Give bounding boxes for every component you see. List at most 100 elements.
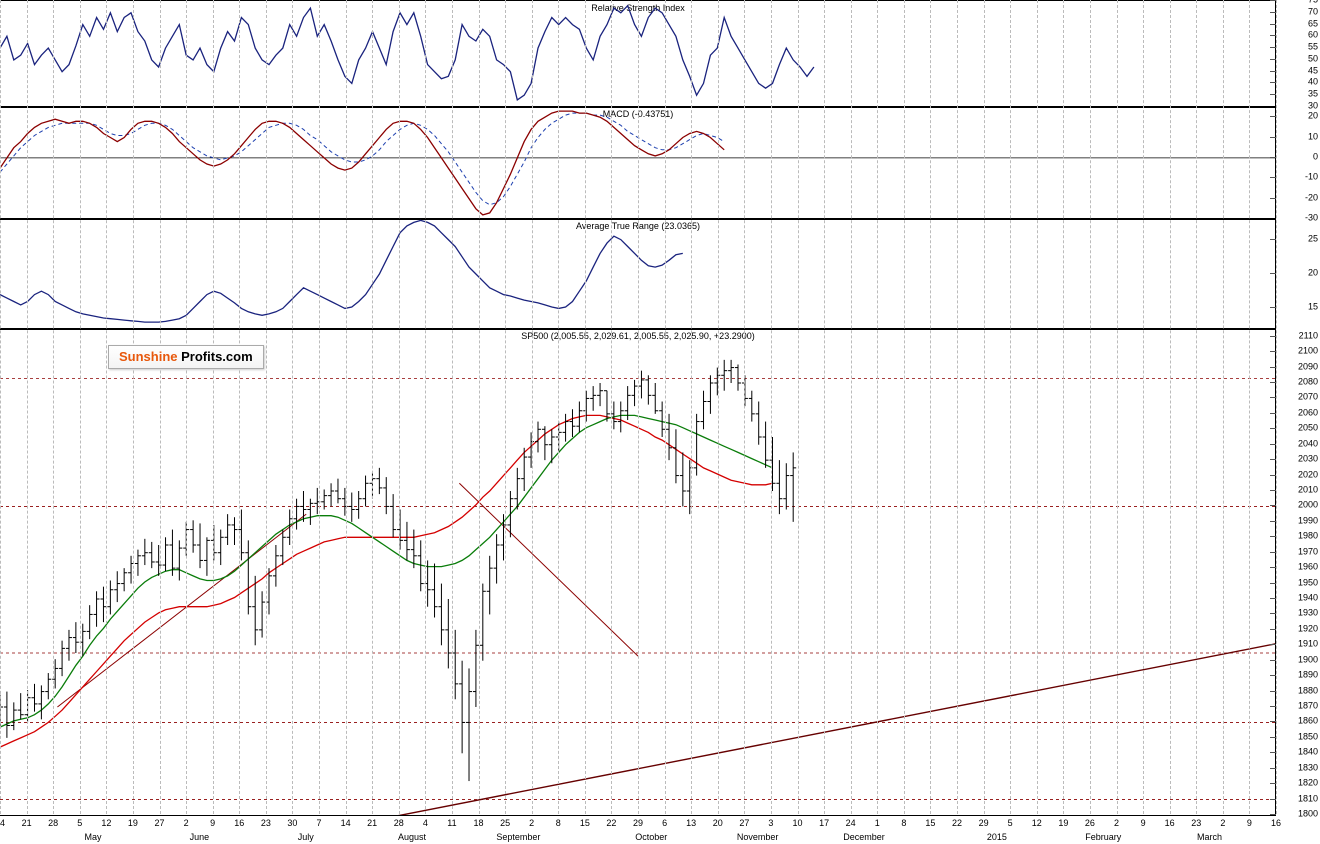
ytick: 60 — [1308, 31, 1318, 40]
xtick-label: 15 — [580, 818, 590, 828]
xtick-label: 27 — [154, 818, 164, 828]
ytick: 2030 — [1298, 455, 1318, 464]
ytick: 0 — [1313, 152, 1318, 161]
ytick: 1900 — [1298, 655, 1318, 664]
xtick-label: 29 — [633, 818, 643, 828]
rsi-yaxis: 30354045505560657075 — [1275, 0, 1320, 106]
ytick: 2100 — [1298, 347, 1318, 356]
ytick: 1990 — [1298, 516, 1318, 525]
xtick-label: 16 — [1165, 818, 1175, 828]
xtick-label: 14 — [0, 818, 5, 828]
ytick: 40 — [1308, 78, 1318, 87]
xtick-label: 28 — [48, 818, 58, 828]
xtick-label: 5 — [77, 818, 82, 828]
xtick-label: 23 — [261, 818, 271, 828]
xtick-label: 12 — [1032, 818, 1042, 828]
atr-plot — [0, 219, 1276, 329]
price-plot — [0, 329, 1276, 815]
xtick-label: 9 — [1141, 818, 1146, 828]
ytick: 25 — [1308, 234, 1318, 243]
xtick-label: 2 — [184, 818, 189, 828]
xtick-label: 23 — [1191, 818, 1201, 828]
ytick: 2020 — [1298, 470, 1318, 479]
xtick-label: 19 — [1058, 818, 1068, 828]
ytick: 2050 — [1298, 424, 1318, 433]
xtick-label: 17 — [819, 818, 829, 828]
xtick-label: 21 — [367, 818, 377, 828]
ytick: 1810 — [1298, 794, 1318, 803]
xtick-label: 22 — [606, 818, 616, 828]
xtick-label: 15 — [925, 818, 935, 828]
ytick: 1850 — [1298, 732, 1318, 741]
xtick-label: 5 — [1008, 818, 1013, 828]
xtick-label: 2 — [1114, 818, 1119, 828]
watermark-word-2: Profits.com — [178, 349, 253, 364]
xtick-label: 4 — [423, 818, 428, 828]
xtick-label: 29 — [979, 818, 989, 828]
xtick-label: 1 — [875, 818, 880, 828]
ytick: 2010 — [1298, 486, 1318, 495]
chart-container: Relative Strength Index 3035404550556065… — [0, 0, 1320, 844]
xtick-label: 7 — [316, 818, 321, 828]
atr-panel: Average True Range (23.0365) — [0, 218, 1276, 330]
xtick-label: 20 — [713, 818, 723, 828]
watermark-word-1: Sunshine — [119, 349, 178, 364]
x-month-label: May — [85, 832, 102, 842]
xtick-label: 2 — [529, 818, 534, 828]
xtick-label: 6 — [662, 818, 667, 828]
ytick: 2070 — [1298, 393, 1318, 402]
ytick: 50 — [1308, 54, 1318, 63]
xtick-label: 10 — [792, 818, 802, 828]
ytick: 35 — [1308, 90, 1318, 99]
ytick: 2000 — [1298, 501, 1318, 510]
ytick: 1840 — [1298, 748, 1318, 757]
xtick-label: 2 — [1220, 818, 1225, 828]
ytick: 45 — [1308, 66, 1318, 75]
atr-yaxis: 152025 — [1275, 218, 1320, 328]
ytick: -20 — [1305, 193, 1318, 202]
ytick: 2090 — [1298, 362, 1318, 371]
ytick: 1860 — [1298, 717, 1318, 726]
rsi-panel: Relative Strength Index — [0, 0, 1276, 108]
ytick: 2040 — [1298, 439, 1318, 448]
ytick: 2060 — [1298, 408, 1318, 417]
ytick: 55 — [1308, 43, 1318, 52]
xtick-label: 21 — [22, 818, 32, 828]
xtick-label: 27 — [739, 818, 749, 828]
xtick-label: 22 — [952, 818, 962, 828]
ytick: 1820 — [1298, 779, 1318, 788]
rsi-plot — [0, 1, 1276, 107]
xtick-label: 26 — [1085, 818, 1095, 828]
ytick: 1880 — [1298, 686, 1318, 695]
ytick: 65 — [1308, 19, 1318, 28]
xtick-label: 19 — [128, 818, 138, 828]
ytick: 2110 — [1299, 331, 1318, 340]
xtick-label: 13 — [686, 818, 696, 828]
x-month-label: February — [1085, 832, 1121, 842]
ytick: 75 — [1308, 0, 1318, 5]
ytick: 2080 — [1298, 378, 1318, 387]
xtick-label: 16 — [234, 818, 244, 828]
ytick: 1870 — [1298, 702, 1318, 711]
xtick-label: 9 — [210, 818, 215, 828]
ytick: 10 — [1308, 132, 1318, 141]
xtick-label: 9 — [1247, 818, 1252, 828]
ytick: 15 — [1308, 303, 1318, 312]
macd-yaxis: -30-20-1001020 — [1275, 106, 1320, 218]
x-month-label: March — [1197, 832, 1222, 842]
ytick: 1950 — [1298, 578, 1318, 587]
ytick: 70 — [1308, 7, 1318, 16]
x-month-label: October — [635, 832, 667, 842]
x-month-label: June — [190, 832, 210, 842]
xtick-label: 16 — [1271, 818, 1281, 828]
ytick: 1910 — [1298, 640, 1318, 649]
ytick: 1940 — [1298, 594, 1318, 603]
x-month-label: July — [298, 832, 314, 842]
price-yaxis: 1800181018201830184018501860187018801890… — [1275, 328, 1320, 814]
watermark-badge: Sunshine Profits.com — [108, 345, 264, 369]
ytick: 1970 — [1298, 547, 1318, 556]
xtick-label: 11 — [447, 818, 456, 828]
xtick-label: 28 — [394, 818, 404, 828]
price-panel: SP500 (2,005.55, 2,029.61, 2,005.55, 2,0… — [0, 328, 1276, 816]
xtick-label: 14 — [341, 818, 351, 828]
